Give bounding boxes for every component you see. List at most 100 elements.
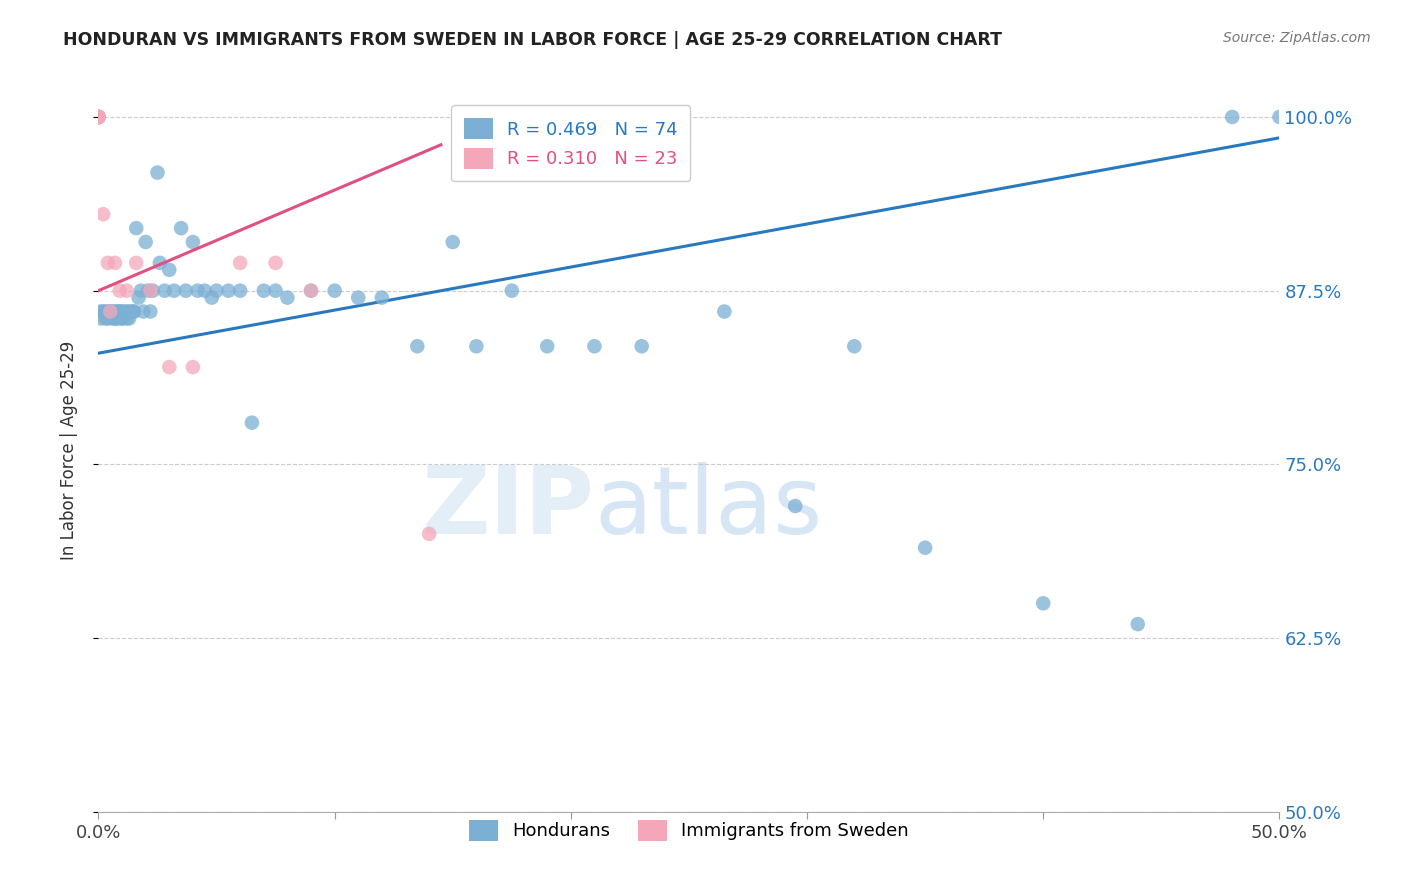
Point xyxy=(418,526,440,541)
Text: HONDURAN VS IMMIGRANTS FROM SWEDEN IN LABOR FORCE | AGE 25-29 CORRELATION CHART: HONDURAN VS IMMIGRANTS FROM SWEDEN IN LA… xyxy=(63,31,1002,49)
Point xyxy=(217,284,239,298)
Point xyxy=(136,284,159,298)
Point xyxy=(323,284,346,298)
Point xyxy=(142,284,165,298)
Text: ZIP: ZIP xyxy=(422,462,595,554)
Point xyxy=(111,311,134,326)
Point xyxy=(157,262,180,277)
Point xyxy=(501,284,523,298)
Point xyxy=(105,304,128,318)
Point xyxy=(98,304,121,318)
Point xyxy=(146,165,169,179)
Point xyxy=(157,360,180,375)
Point xyxy=(98,304,121,318)
Point xyxy=(1268,110,1291,124)
Point xyxy=(87,110,110,124)
Point xyxy=(101,311,124,326)
Point xyxy=(465,339,488,353)
Point xyxy=(87,110,110,124)
Point xyxy=(844,339,866,353)
Point xyxy=(163,284,186,298)
Point xyxy=(536,339,558,353)
Point xyxy=(90,304,112,318)
Point xyxy=(108,304,131,318)
Point xyxy=(299,284,322,298)
Point xyxy=(129,284,152,298)
Point xyxy=(276,291,298,305)
Point xyxy=(121,304,143,318)
Point xyxy=(94,304,117,318)
Legend: Hondurans, Immigrants from Sweden: Hondurans, Immigrants from Sweden xyxy=(460,811,918,850)
Point xyxy=(125,256,148,270)
Point xyxy=(785,499,807,513)
Point xyxy=(94,311,117,326)
Point xyxy=(104,311,127,326)
Point xyxy=(87,110,110,124)
Point xyxy=(264,256,287,270)
Point xyxy=(104,304,127,318)
Y-axis label: In Labor Force | Age 25-29: In Labor Force | Age 25-29 xyxy=(59,341,77,560)
Point xyxy=(105,311,128,326)
Point xyxy=(149,256,172,270)
Point xyxy=(90,311,112,326)
Point xyxy=(1220,110,1243,124)
Point xyxy=(181,235,204,249)
Point xyxy=(118,311,141,326)
Point xyxy=(115,284,138,298)
Point xyxy=(108,284,131,298)
Point xyxy=(101,304,124,318)
Point xyxy=(194,284,217,298)
Point xyxy=(97,304,120,318)
Point xyxy=(174,284,197,298)
Point xyxy=(229,284,252,298)
Text: Source: ZipAtlas.com: Source: ZipAtlas.com xyxy=(1223,31,1371,45)
Point xyxy=(128,291,150,305)
Point xyxy=(111,304,134,318)
Point xyxy=(125,221,148,235)
Point xyxy=(91,304,114,318)
Point xyxy=(135,235,157,249)
Point xyxy=(139,304,162,318)
Point xyxy=(1032,596,1054,610)
Point xyxy=(98,304,121,318)
Point xyxy=(132,304,155,318)
Point xyxy=(87,110,110,124)
Point xyxy=(115,304,138,318)
Point xyxy=(104,256,127,270)
Point xyxy=(441,235,464,249)
Point xyxy=(153,284,176,298)
Point xyxy=(97,311,120,326)
Point xyxy=(229,256,252,270)
Point xyxy=(181,360,204,375)
Point xyxy=(87,110,110,124)
Point xyxy=(87,110,110,124)
Point xyxy=(87,110,110,124)
Point xyxy=(112,304,135,318)
Point xyxy=(347,291,370,305)
Point xyxy=(205,284,228,298)
Point xyxy=(104,311,127,326)
Point xyxy=(264,284,287,298)
Point xyxy=(1126,617,1149,632)
Point xyxy=(111,311,134,326)
Point xyxy=(91,207,114,221)
Point xyxy=(713,304,735,318)
Point xyxy=(118,304,141,318)
Point xyxy=(87,110,110,124)
Point xyxy=(108,304,131,318)
Point xyxy=(583,339,606,353)
Point xyxy=(115,311,138,326)
Text: atlas: atlas xyxy=(595,462,823,554)
Point xyxy=(253,284,276,298)
Point xyxy=(914,541,936,555)
Point xyxy=(139,284,162,298)
Point xyxy=(87,110,110,124)
Point xyxy=(187,284,209,298)
Point xyxy=(170,221,193,235)
Point xyxy=(299,284,322,298)
Point xyxy=(371,291,394,305)
Point xyxy=(630,339,652,353)
Point xyxy=(406,339,429,353)
Point xyxy=(122,304,145,318)
Point xyxy=(97,256,120,270)
